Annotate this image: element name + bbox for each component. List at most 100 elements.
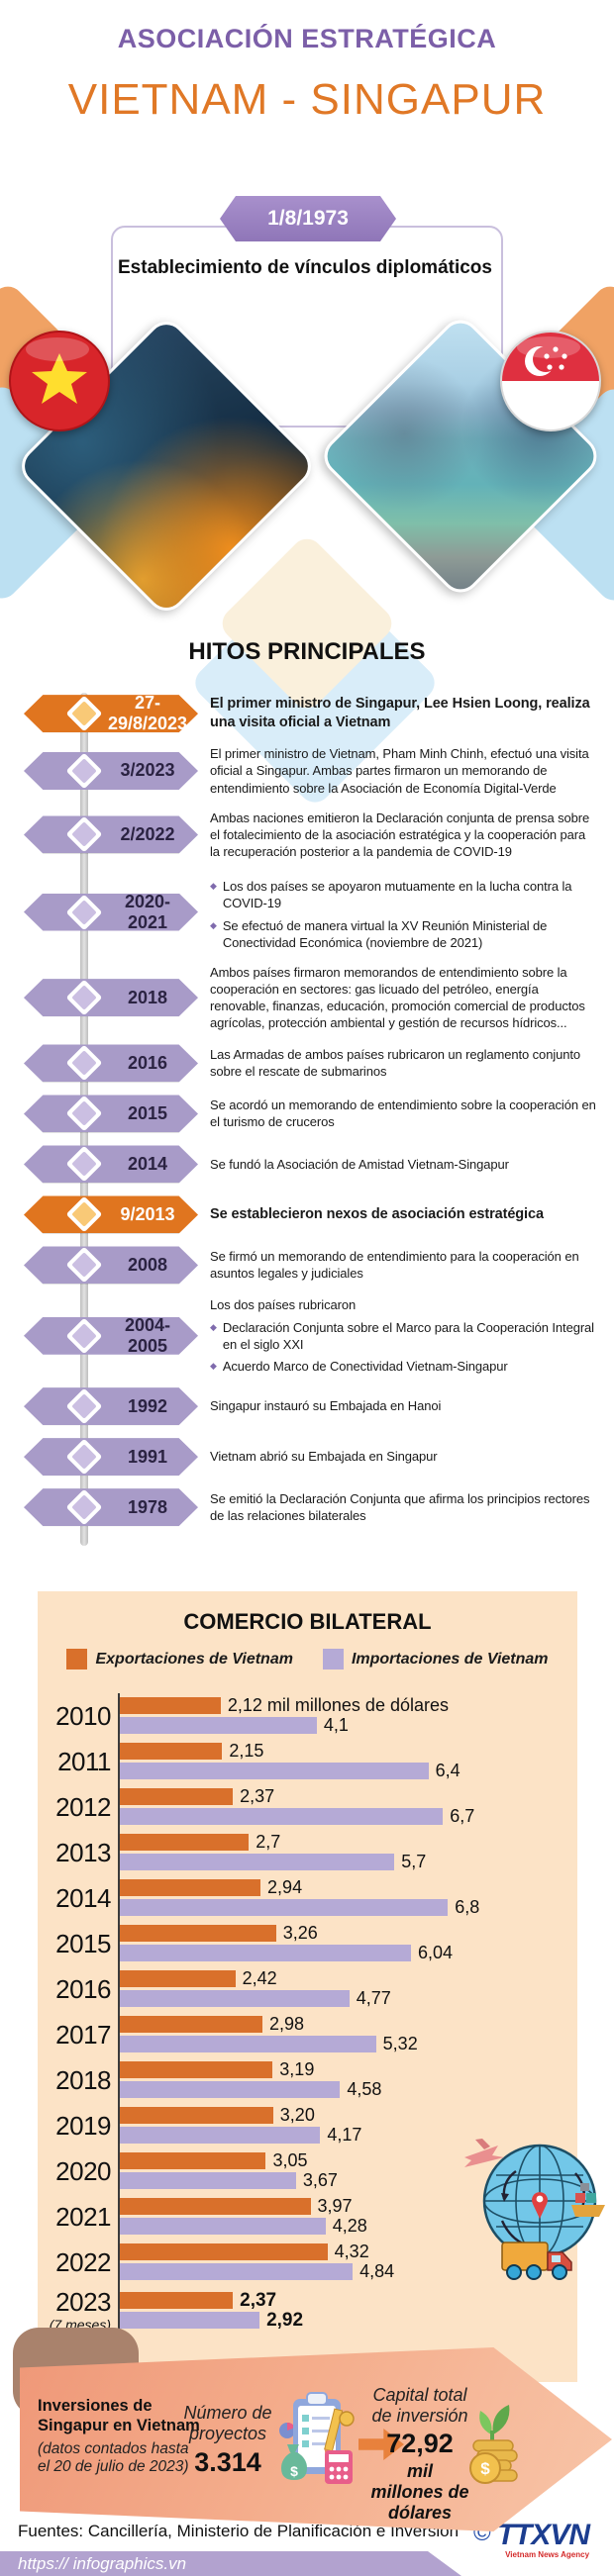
legend-swatch-exports: [66, 1649, 88, 1670]
investments-heading: Inversiones de Singapur en Vietnam (dato…: [38, 2397, 204, 2477]
bar-value-label: 4,17: [327, 2125, 362, 2145]
timeline-entry-text: Las Armadas de ambos países rubricaron u…: [210, 1046, 596, 1080]
import-bar: [118, 1990, 350, 2007]
chart-year-label: 2018: [55, 2064, 111, 2095]
timeline-entry: 2018 Ambos países firmaron memorandos de …: [0, 964, 614, 1032]
timeline-date: 2/2022: [120, 823, 175, 844]
timeline-date: 2016: [127, 1052, 168, 1073]
svg-text:$: $: [290, 2463, 298, 2479]
timeline-entry: 27-29/8/2023 El primer ministro de Singap…: [0, 695, 614, 733]
chart-row: 2014 2,94 6,8: [38, 1877, 577, 1917]
bar-value-label: 2,12 mil millones de dólares: [227, 1695, 449, 1715]
legend-exports: Exportaciones de Vietnam: [66, 1649, 293, 1670]
chart-title: COMERCIO BILATERAL: [183, 1609, 432, 1634]
chart-year-label: 2010: [55, 1700, 111, 1731]
timeline-entry-text: ◆ Los dos países se apoyaron mutuamente e…: [210, 873, 596, 951]
chart-row: 2010 2,12 mil millones de dólares 4,1: [38, 1695, 577, 1735]
timeline-text: Se establecieron nexos de asociación est…: [210, 1205, 544, 1222]
timeline-entry: 2/2022 Ambas naciones emitieron la Declar…: [0, 810, 614, 860]
bar-value-label: 3,97: [317, 2196, 353, 2216]
export-bar: [118, 1834, 250, 1851]
timeline-entry-text: Los dos países rubricaron ◆ Declaración Co…: [210, 1296, 596, 1375]
export-bar: [118, 2243, 328, 2260]
timeline-entry-text: El primer ministro de Vietnam, Pham Minh…: [210, 745, 596, 796]
timeline-date: 2015: [127, 1102, 168, 1123]
export-bar: [118, 2016, 263, 2033]
bar-value-label: 2,37: [240, 2289, 277, 2311]
svg-text:$: $: [480, 2459, 490, 2478]
timeline-entry-text: Se acordó un memorando de entendimiento …: [210, 1097, 596, 1130]
investments-note: (datos contados hasta el 20 de julio de …: [38, 2439, 189, 2476]
timeline-entry: 2008 Se firmó un memorando de entendimien…: [0, 1246, 614, 1285]
chart-row: 2017 2,98 5,32: [38, 2014, 577, 2053]
bar-value-label: 4,58: [347, 2079, 382, 2099]
cargo-ship-icon: [571, 2183, 605, 2217]
import-bar: [118, 1945, 411, 1961]
chart-row: 2018 3,19 4,58: [38, 2059, 577, 2099]
timeline-diamond-marker: [65, 752, 103, 790]
chart-year-label: 2015: [55, 1928, 111, 1958]
export-bar: [118, 2292, 234, 2309]
timeline-text: Se emitió la Declaración Conjunta que af…: [210, 1490, 590, 1524]
bar-value-label: 4,77: [356, 1988, 391, 2008]
bar-value-label: 5,7: [401, 1852, 427, 1871]
chart-year-label: 2012: [55, 1791, 111, 1822]
investments-title: Inversiones de Singapur en Vietnam: [38, 2397, 200, 2434]
export-bar: [118, 1879, 261, 1896]
timeline-text: Las Armadas de ambos países rubricaron u…: [210, 1047, 581, 1080]
chart-year-label: 2014: [55, 1882, 111, 1913]
timeline-entry: 1991 Vietnam abrió su Embajada en Singapu…: [0, 1438, 614, 1477]
timeline-date-badge: 2015: [24, 1095, 198, 1133]
diamond-bullet-icon: ◆: [210, 1360, 217, 1371]
chart-row: 2013 2,7 5,7: [38, 1832, 577, 1871]
global-trade-illustration-icon: [464, 2139, 605, 2280]
chart-year-label: 2011: [57, 1746, 111, 1776]
bar-value-label: 2,15: [229, 1741, 264, 1761]
chart-year-label: 2022: [55, 2246, 111, 2277]
timeline-date: 3/2023: [120, 760, 175, 781]
capital-block: Capital total de inversión 72,92 mil mil…: [368, 2385, 471, 2523]
timeline-diamond-marker: [65, 1196, 103, 1233]
timeline-text: Singapur instauró su Embajada en Hanoi: [210, 1398, 442, 1414]
bar-value-label: 2,98: [269, 2014, 305, 2034]
timeline-date-badge: 1992: [24, 1387, 198, 1426]
timeline-date: 2020-2021: [124, 891, 171, 932]
footer-strip: https:// infographics.vn: [0, 2551, 461, 2576]
legend-imports-label: Importaciones de Vietnam: [351, 1650, 549, 1668]
timeline-bullet: ◆ Los dos países se apoyaron mutuamente e…: [210, 878, 596, 911]
timeline-entry-text: Se establecieron nexos de asociación est…: [210, 1205, 596, 1224]
export-bar: [118, 1788, 234, 1805]
timeline-bullet: ◆ Declaración Conjunta sobre el Marco par…: [210, 1319, 596, 1353]
bar-value-label: 2,42: [242, 1968, 277, 1988]
export-bar: [118, 2152, 266, 2169]
diamond-bullet-icon: ◆: [210, 919, 217, 930]
timeline-text: El primer ministro de Singapur, Lee Hsie…: [210, 696, 590, 731]
timeline-date-badge: 2018: [24, 979, 198, 1017]
timeline-date-badge: 27-29/8/2023: [24, 695, 198, 733]
timeline-date-badge: 2004-2005: [24, 1316, 198, 1355]
timeline-date-badge: 1978: [24, 1488, 198, 1527]
projects-block: Número de proyectos 3.314: [176, 2403, 279, 2478]
projects-label: Número de proyectos: [183, 2403, 272, 2443]
legend-imports: Importaciones de Vietnam: [322, 1649, 549, 1670]
timeline-diamond-marker: [65, 1146, 103, 1183]
timeline-entry-text: Singapur instauró su Embajada en Hanoi: [210, 1397, 596, 1414]
timeline-diamond-marker: [65, 1387, 103, 1425]
timeline-entry-text: El primer ministro de Singapur, Lee Hsie…: [210, 695, 596, 732]
milestones-title: HITOS PRINCIPALES: [188, 638, 426, 665]
timeline-entry-text: Ambas naciones emitieron la Declaración …: [210, 810, 596, 860]
import-bar: [118, 2263, 354, 2280]
bar-value-label: 6,04: [417, 1943, 453, 1962]
timeline-date: 2014: [127, 1153, 168, 1174]
chart-row: 2019 3,20 4,17: [38, 2105, 577, 2145]
export-bar: [118, 1970, 236, 1987]
timeline-text: Vietnam abrió su Embajada en Singapur: [210, 1449, 438, 1465]
legend-exports-label: Exportaciones de Vietnam: [95, 1650, 293, 1668]
timeline-diamond-marker: [65, 1045, 103, 1082]
import-bar: [118, 2218, 326, 2235]
timeline-text: Se acordó un memorando de entendimiento …: [210, 1097, 596, 1130]
timeline-diamond-marker: [65, 816, 103, 853]
timeline-text: El primer ministro de Vietnam, Pham Minh…: [210, 746, 589, 796]
chart-row: 2015 3,26 6,04: [38, 1923, 577, 1962]
